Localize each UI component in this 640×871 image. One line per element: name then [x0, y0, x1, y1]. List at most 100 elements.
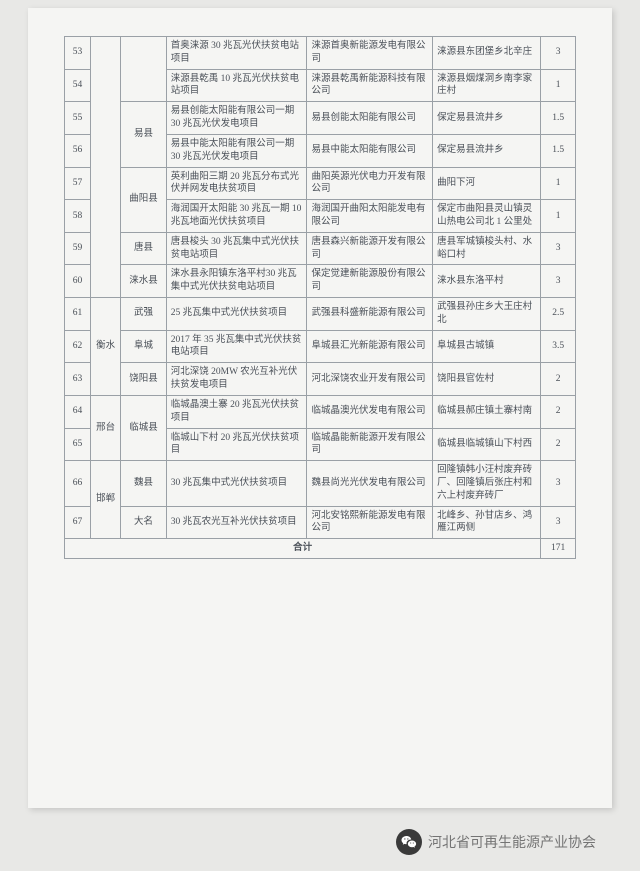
table-row: 55易县易县创能太阳能有限公司一期 30 兆瓦光伏发电项目易县创能太阳能有限公司… — [65, 102, 576, 135]
table-cell: 魏县尚光光伏发电有限公司 — [307, 461, 433, 506]
table-cell: 64 — [65, 395, 91, 428]
table-cell: 易县创能太阳能有限公司一期 30 兆瓦光伏发电项目 — [166, 102, 307, 135]
sum-label-cell: 合计 — [65, 539, 541, 559]
table-cell: 2 — [541, 395, 576, 428]
wechat-icon — [396, 829, 422, 855]
table-row: 61衡水武强25 兆瓦集中式光伏扶贫项目武强县科盛新能源有限公司武强县孙庄乡大王… — [65, 298, 576, 331]
table-cell: 涞源县东团堡乡北辛庄 — [433, 37, 541, 70]
table-cell: 2017 年 35 兆瓦集中式光伏扶贫电站项目 — [166, 330, 307, 363]
county-cell: 武强 — [121, 298, 166, 331]
table-cell: 56 — [65, 134, 91, 167]
table-cell: 53 — [65, 37, 91, 70]
table-cell: 3.5 — [541, 330, 576, 363]
table-cell: 唐县军城镇梭头村、水峪口村 — [433, 232, 541, 265]
table-cell: 保定市曲阳县灵山镇灵山热电公司北 1 公里处 — [433, 200, 541, 233]
table-cell: 3 — [541, 461, 576, 506]
table-cell: 66 — [65, 461, 91, 506]
table-cell: 1.5 — [541, 134, 576, 167]
county-cell: 唐县 — [121, 232, 166, 265]
document-page: 53 首奥涞源 30 兆瓦光伏扶贫电站项目涞源首奥新能源发电有限公司涞源县东团堡乡… — [28, 8, 612, 808]
county-cell: 曲阳县 — [121, 167, 166, 232]
county-cell: 阜城 — [121, 330, 166, 363]
table-cell: 55 — [65, 102, 91, 135]
table-cell: 1 — [541, 200, 576, 233]
table-cell: 临城县临城镇山下村西 — [433, 428, 541, 461]
table-cell: 临城县郝庄镇土寨村南 — [433, 395, 541, 428]
table-cell: 海润国开曲阳太阳能发电有限公司 — [307, 200, 433, 233]
table-cell: 3 — [541, 37, 576, 70]
county-cell — [121, 37, 166, 102]
brand-label: 河北省可再生能源产业协会 — [428, 832, 596, 852]
table-cell: 曲阳英源光伏电力开发有限公司 — [307, 167, 433, 200]
table-cell: 易县中能太阳能有限公司 — [307, 134, 433, 167]
county-cell: 大名 — [121, 506, 166, 539]
city-cell: 邯郸 — [90, 461, 120, 539]
table-cell: 3 — [541, 506, 576, 539]
table-cell: 58 — [65, 200, 91, 233]
table-cell: 61 — [65, 298, 91, 331]
footer-brand: 河北省可再生能源产业协会 — [396, 829, 596, 855]
table-cell: 1 — [541, 167, 576, 200]
table-cell: 3 — [541, 265, 576, 298]
table-sum-row: 合计171 — [65, 539, 576, 559]
table-cell: 2.5 — [541, 298, 576, 331]
table-cell: 54 — [65, 69, 91, 102]
table-cell: 涞源首奥新能源发电有限公司 — [307, 37, 433, 70]
table-cell: 2 — [541, 428, 576, 461]
table-cell: 30 兆瓦农光互补光伏扶贫项目 — [166, 506, 307, 539]
table-cell: 武强县科盛新能源有限公司 — [307, 298, 433, 331]
county-cell: 魏县 — [121, 461, 166, 506]
table-row: 63 饶阳县河北深饶 20MW 农光互补光伏扶贫发电项目河北深饶农业开发有限公司饶… — [65, 363, 576, 396]
table-cell: 涞源县乾禹新能源科技有限公司 — [307, 69, 433, 102]
table-cell: 25 兆瓦集中式光伏扶贫项目 — [166, 298, 307, 331]
data-table: 53 首奥涞源 30 兆瓦光伏扶贫电站项目涞源首奥新能源发电有限公司涞源县东团堡乡… — [64, 36, 576, 559]
table-cell: 62 — [65, 330, 91, 363]
table-row: 66邯郸魏县30 兆瓦集中式光伏扶贫项目魏县尚光光伏发电有限公司回隆镇韩小汪村废… — [65, 461, 576, 506]
table-cell: 回隆镇韩小汪村废弃砖厂、回隆镇后张庄村和六上村废弃砖厂 — [433, 461, 541, 506]
table-cell: 武强县孙庄乡大王庄村北 — [433, 298, 541, 331]
table-cell: 河北安铭熙新能源发电有限公司 — [307, 506, 433, 539]
table-cell: 唐县森兴新能源开发有限公司 — [307, 232, 433, 265]
city-cell: 衡水 — [90, 298, 120, 396]
table-cell: 涞水县永阳镇东洛平村30 兆瓦集中式光伏扶贫电站项目 — [166, 265, 307, 298]
county-cell: 临城县 — [121, 395, 166, 460]
table-cell: 河北深饶 20MW 农光互补光伏扶贫发电项目 — [166, 363, 307, 396]
table-cell: 59 — [65, 232, 91, 265]
table-cell: 67 — [65, 506, 91, 539]
table-cell: 英利曲阳三期 20 兆瓦分布式光伏并网发电扶贫项目 — [166, 167, 307, 200]
table-cell: 唐县梭头 30 兆瓦集中式光伏扶贫电站项目 — [166, 232, 307, 265]
table-cell: 60 — [65, 265, 91, 298]
table-cell: 阜城县汇光新能源有限公司 — [307, 330, 433, 363]
table-cell: 阜城县古城镇 — [433, 330, 541, 363]
table-cell: 63 — [65, 363, 91, 396]
table-row: 62 阜城2017 年 35 兆瓦集中式光伏扶贫电站项目阜城县汇光新能源有限公司阜… — [65, 330, 576, 363]
sum-value-cell: 171 — [541, 539, 576, 559]
table-cell: 饶阳县官佐村 — [433, 363, 541, 396]
table-row: 60 涞水县涞水县永阳镇东洛平村30 兆瓦集中式光伏扶贫电站项目保定觉建新能源股份… — [65, 265, 576, 298]
city-cell: 邢台 — [90, 395, 120, 460]
table-cell: 保定觉建新能源股份有限公司 — [307, 265, 433, 298]
table-cell: 涞水县东洛平村 — [433, 265, 541, 298]
city-cell — [90, 37, 120, 298]
table-cell: 易县中能太阳能有限公司一期 30 兆瓦光伏发电项目 — [166, 134, 307, 167]
table-cell: 保定易县流井乡 — [433, 134, 541, 167]
table-cell: 曲阳下河 — [433, 167, 541, 200]
table-cell: 北峰乡、孙甘店乡、鸿雁江两侧 — [433, 506, 541, 539]
table-cell: 临城晶澳光伏发电有限公司 — [307, 395, 433, 428]
table-row: 67 大名30 兆瓦农光互补光伏扶贫项目河北安铭熙新能源发电有限公司北峰乡、孙甘店… — [65, 506, 576, 539]
table-cell: 临城晶澳土寨 20 兆瓦光伏扶贫项目 — [166, 395, 307, 428]
table-cell: 海润国开太阳能 30 兆瓦一期 10 兆瓦地面光伏扶贫项目 — [166, 200, 307, 233]
table-cell: 临城晶能新能源开发有限公司 — [307, 428, 433, 461]
table-row: 57曲阳县英利曲阳三期 20 兆瓦分布式光伏并网发电扶贫项目曲阳英源光伏电力开发… — [65, 167, 576, 200]
county-cell: 涞水县 — [121, 265, 166, 298]
table-cell: 保定易县流井乡 — [433, 102, 541, 135]
county-cell: 饶阳县 — [121, 363, 166, 396]
table-cell: 河北深饶农业开发有限公司 — [307, 363, 433, 396]
table-cell: 65 — [65, 428, 91, 461]
table-cell: 易县创能太阳能有限公司 — [307, 102, 433, 135]
table-cell: 首奥涞源 30 兆瓦光伏扶贫电站项目 — [166, 37, 307, 70]
table-cell: 涞源县烟煤洞乡南李家庄村 — [433, 69, 541, 102]
table-cell: 3 — [541, 232, 576, 265]
table-row: 64邢台临城县临城晶澳土寨 20 兆瓦光伏扶贫项目临城晶澳光伏发电有限公司临城县… — [65, 395, 576, 428]
table-cell: 1 — [541, 69, 576, 102]
